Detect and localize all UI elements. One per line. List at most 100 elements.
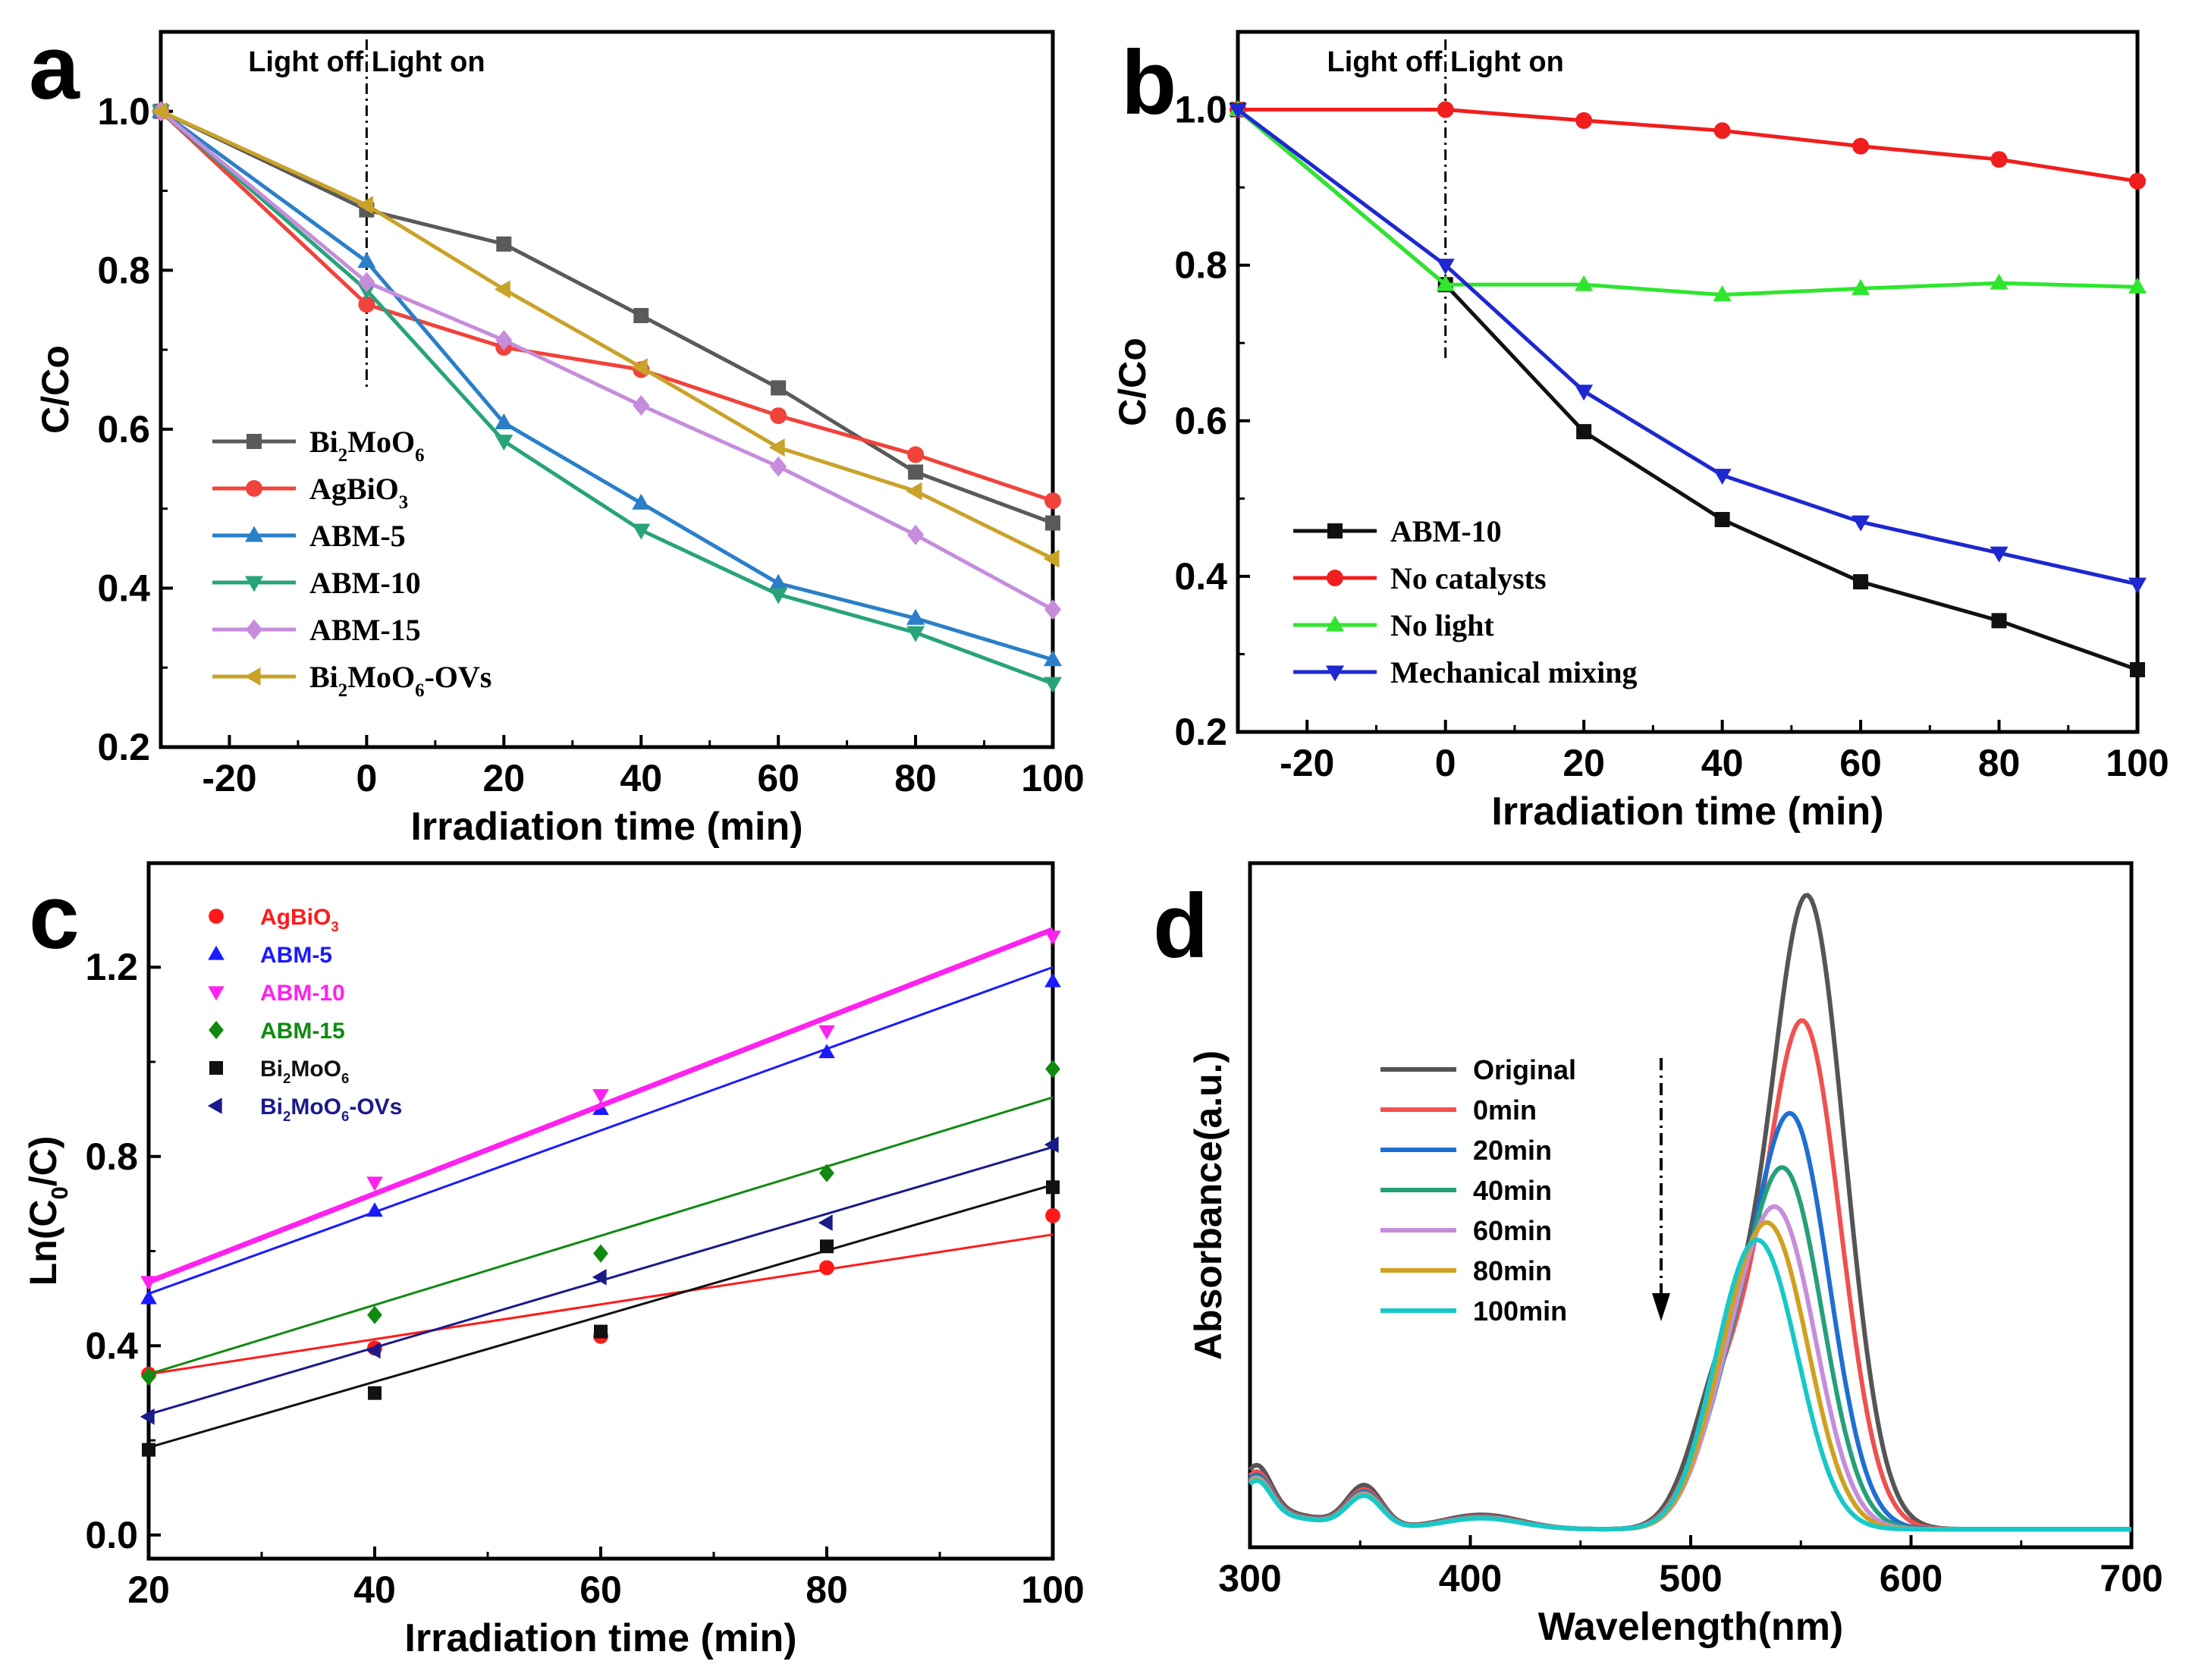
legend-label: Bi2MoO6: [309, 425, 424, 466]
y-tick-label: 0.4: [97, 567, 150, 609]
data-point: [1044, 931, 1061, 945]
data-point: [1229, 103, 1247, 120]
data-point: [358, 296, 375, 313]
data-point: [142, 1443, 155, 1457]
y-tick-label: 1.2: [85, 946, 138, 988]
data-point: [1044, 1136, 1059, 1153]
x-tick-label: 80: [894, 757, 937, 799]
data-point: [1436, 275, 1455, 291]
legend-marker: [246, 480, 262, 497]
legend-marker: [208, 986, 225, 1001]
y-tick-label: 0.2: [1174, 711, 1227, 753]
y-tick-label: 0.8: [85, 1135, 138, 1178]
legend-marker: [1326, 615, 1344, 632]
decrease-arrow-head: [1652, 1293, 1670, 1321]
data-point: [592, 1269, 607, 1286]
data-point: [594, 1324, 608, 1339]
data-point: [906, 608, 925, 625]
legend-marker: [207, 1097, 222, 1114]
data-point: [1713, 469, 1732, 485]
y-axis-title: Absorbance(a.u.): [1187, 1050, 1230, 1360]
legend-marker: [209, 909, 224, 924]
light-annotation: Light off Light on: [248, 46, 485, 78]
data-point: [1044, 972, 1061, 988]
legend-label: 60min: [1473, 1215, 1552, 1246]
legend-label: ABM-10: [260, 981, 345, 1006]
legend-label: AgBiO3: [309, 472, 408, 513]
x-tick-label: -20: [202, 757, 256, 799]
data-point: [495, 330, 513, 351]
fit-line-1: [148, 966, 1054, 1295]
data-point: [1044, 650, 1062, 667]
x-tick-label: 600: [1880, 1557, 1943, 1600]
legend-marker: [208, 945, 225, 960]
x-tick-label: 300: [1218, 1557, 1281, 1600]
data-point: [368, 1386, 382, 1400]
plot-frame: [1236, 30, 2140, 734]
legend-label: ABM-10: [1390, 514, 1502, 548]
fit-line-4: [148, 1183, 1054, 1449]
data-point: [1852, 278, 1870, 295]
data-point: [357, 252, 376, 268]
legend-marker: [1326, 665, 1344, 682]
legend-marker: [1327, 523, 1343, 539]
x-tick-label: 80: [1978, 742, 2021, 784]
data-point: [1713, 122, 1731, 140]
y-tick-label: 1.0: [97, 90, 150, 133]
series-line-3: [159, 109, 1054, 686]
legend-label: 20min: [1473, 1135, 1552, 1166]
x-tick-label: 20: [127, 1569, 170, 1611]
x-tick-label: 700: [2100, 1557, 2162, 1600]
legend-label: ABM-15: [309, 613, 421, 647]
legend-marker: [209, 1061, 223, 1075]
x-tick-label: 20: [482, 757, 525, 799]
data-point: [2129, 172, 2146, 190]
series-line-3: [1236, 108, 2138, 586]
fit-line-2: [147, 927, 1054, 1285]
x-tick-label: 60: [1839, 742, 1882, 784]
data-point: [1575, 111, 1593, 129]
legend-label: Bi2MoO6-OVs: [260, 1094, 402, 1124]
plot-frame: [159, 30, 1055, 749]
x-tick-label: 40: [353, 1569, 396, 1611]
legend-label: Mechanical mixing: [1390, 655, 1638, 689]
data-point: [495, 435, 514, 451]
data-point: [151, 102, 168, 121]
panel-label: a: [29, 17, 80, 118]
x-tick-label: 80: [806, 1569, 848, 1611]
x-axis-title: Irradiation time (min): [410, 805, 802, 849]
data-point: [1045, 1207, 1060, 1223]
data-point: [1044, 599, 1061, 620]
x-tick-label: 0: [356, 757, 377, 799]
data-point: [1045, 515, 1060, 531]
panel-label: b: [1121, 32, 1176, 133]
data-point: [1046, 1180, 1060, 1195]
x-tick-label: 400: [1439, 1557, 1502, 1600]
data-point: [140, 1408, 155, 1425]
x-tick-label: 40: [620, 757, 662, 799]
data-point: [1575, 275, 1594, 291]
data-point: [906, 482, 922, 501]
legend-label: Original: [1473, 1054, 1576, 1085]
data-point: [1990, 546, 2009, 563]
data-point: [1437, 101, 1454, 118]
x-axis-title: Irradiation time (min): [1491, 790, 1883, 834]
data-point: [1853, 574, 1869, 590]
data-point: [820, 1239, 834, 1254]
spectrum-0: [1248, 893, 2131, 1532]
y-tick-label: 0.2: [97, 726, 150, 768]
legend-label: ABM-10: [309, 566, 421, 600]
data-point: [140, 1276, 157, 1291]
data-point: [908, 464, 924, 480]
data-point: [1044, 492, 1061, 510]
legend-label: Bi2MoO6: [260, 1057, 349, 1086]
data-point: [1713, 285, 1732, 302]
data-point: [1852, 515, 1870, 532]
legend-marker: [245, 526, 263, 542]
data-point: [768, 438, 785, 457]
data-point: [770, 407, 787, 425]
legend-label: ABM-15: [260, 1019, 345, 1044]
data-point: [769, 573, 788, 590]
data-point: [818, 1214, 833, 1231]
series-line-2: [1236, 108, 2138, 297]
